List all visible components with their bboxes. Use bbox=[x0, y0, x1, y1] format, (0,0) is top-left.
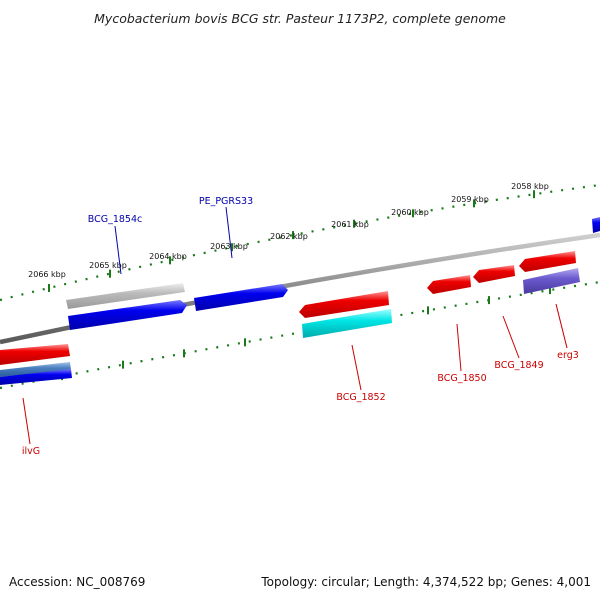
tick-label: 2061 kbp bbox=[331, 220, 369, 229]
tick-label: 2065 kbp bbox=[89, 261, 127, 270]
gene-right-edge[interactable] bbox=[592, 217, 600, 233]
leader-bcg-1852 bbox=[351, 344, 362, 391]
gene-bcg-1852-red[interactable] bbox=[299, 291, 389, 318]
tick-group: 2066 kbp 2065 kbp 2064 kbp 2063 kbp 2062 kbp… bbox=[28, 182, 551, 381]
tick-label: 2060 kbp bbox=[391, 208, 429, 217]
gene-bcg-1850[interactable] bbox=[427, 275, 471, 294]
tick-label: 2058 kbp bbox=[511, 182, 549, 191]
gene-left-steel[interactable] bbox=[0, 362, 71, 377]
tick-label: 2066 kbp bbox=[28, 270, 66, 279]
tick-label: 2063 kbp bbox=[210, 242, 248, 251]
label-bcg-1850[interactable]: BCG_1850 bbox=[437, 373, 486, 384]
tick-label: 2064 kbp bbox=[149, 252, 187, 261]
accession-text: Accession: NC_008769 bbox=[9, 575, 145, 589]
label-bcg-1852[interactable]: BCG_1852 bbox=[336, 392, 385, 403]
gene-bcg-1854c[interactable] bbox=[68, 300, 187, 330]
leader-bcg-1849 bbox=[502, 315, 520, 359]
leader-pe-pgrs33 bbox=[225, 206, 233, 259]
label-pe-pgrs33[interactable]: PE_PGRS33 bbox=[199, 196, 253, 207]
gene-ilvg[interactable] bbox=[0, 369, 72, 385]
gene-features bbox=[0, 217, 600, 385]
leader-erg3 bbox=[555, 303, 568, 349]
gene-erg3[interactable] bbox=[523, 268, 580, 294]
label-erg3[interactable]: erg3 bbox=[557, 350, 579, 361]
gene-labels: BCG_1854c PE_PGRS33 BCG_1852 BCG_1850 BC… bbox=[22, 196, 579, 457]
label-bcg-1854c[interactable]: BCG_1854c bbox=[88, 214, 143, 225]
gene-bcg-1852[interactable] bbox=[302, 309, 392, 338]
genome-summary-text: Topology: circular; Length: 4,374,522 bp… bbox=[260, 575, 591, 589]
tick-label: 2059 kbp bbox=[451, 195, 489, 204]
leader-bcg-1850 bbox=[456, 323, 462, 372]
leader-bcg-1854c bbox=[114, 225, 122, 275]
gene-pe-pgrs33[interactable] bbox=[194, 284, 288, 311]
leader-ilvg bbox=[22, 397, 31, 445]
leader-lines bbox=[22, 206, 568, 445]
gene-bcg-1849[interactable] bbox=[473, 265, 515, 283]
label-ilvg[interactable]: ilvG bbox=[22, 446, 40, 457]
map-title: Mycobacterium bovis BCG str. Pasteur 117… bbox=[94, 11, 506, 26]
gene-bcg-1854c-gray[interactable] bbox=[66, 283, 185, 309]
label-bcg-1849[interactable]: BCG_1849 bbox=[494, 360, 543, 371]
gene-left-red[interactable] bbox=[0, 344, 70, 365]
tick-label: 2062 kbp bbox=[270, 232, 308, 241]
gene-erg3-red[interactable] bbox=[519, 251, 576, 272]
